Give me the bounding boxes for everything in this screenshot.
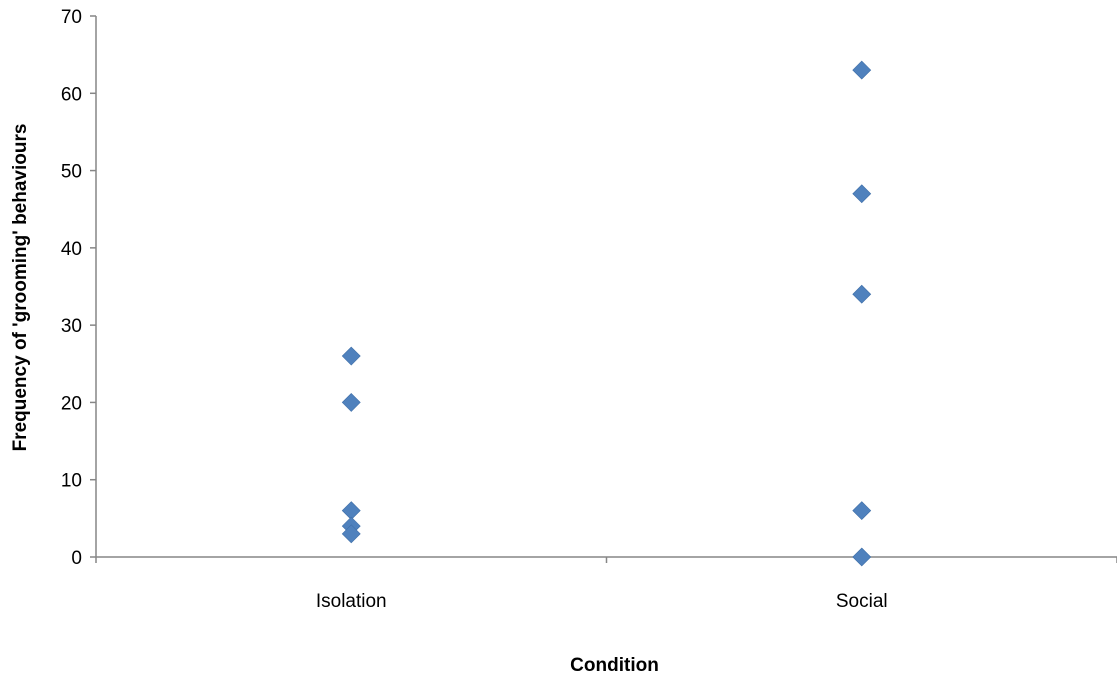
tick-marks: 0 10 20 30 40 50 60 70 Isolation Social (61, 7, 1117, 612)
data-point (852, 547, 872, 567)
data-point (341, 346, 361, 366)
data-point (852, 184, 872, 204)
data-point (852, 501, 872, 521)
axes (95, 16, 1117, 558)
y-axis-title: Frequency of 'grooming' behaviours (10, 124, 31, 452)
y-tick-label: 60 (61, 84, 82, 105)
y-tick-label: 50 (61, 162, 82, 183)
data-point (341, 393, 361, 412)
x-tick-label: Isolation (316, 591, 387, 612)
x-tick-label: Social (836, 591, 888, 612)
y-tick-label: 10 (61, 471, 82, 492)
y-tick-label: 40 (61, 239, 82, 260)
y-tick-label: 20 (61, 393, 82, 414)
y-tick-label: 0 (71, 548, 82, 569)
data-point (852, 60, 872, 80)
x-axis-title: Condition (570, 655, 659, 676)
y-tick-label: 30 (61, 316, 82, 337)
data-point (852, 284, 872, 304)
data-point (341, 524, 361, 544)
y-tick-label: 70 (61, 7, 82, 28)
data-points (341, 60, 872, 567)
